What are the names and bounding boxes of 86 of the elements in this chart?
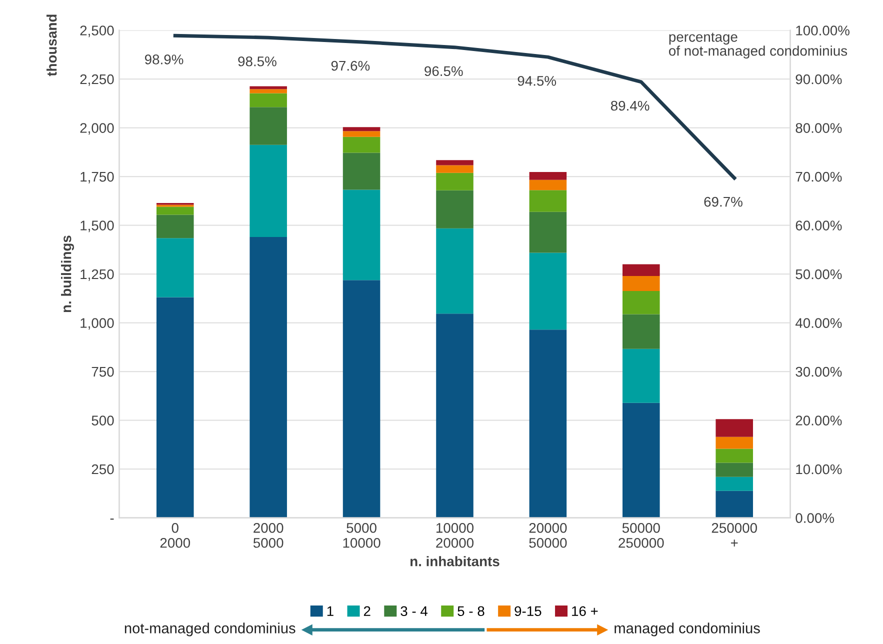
bar xyxy=(622,314,660,349)
x-tick-label: 2000 5000 xyxy=(253,523,284,548)
data-label: 96.5% xyxy=(424,66,463,76)
bar xyxy=(716,419,754,437)
y2-tick-label: 90.00% xyxy=(796,74,842,84)
y-tick-label: 1,750 xyxy=(80,172,114,184)
legend-label: 5 - 8 xyxy=(458,606,484,616)
legend-label: 1 xyxy=(327,606,334,616)
y-tick-label: 250 xyxy=(92,464,114,474)
data-label: 94.5% xyxy=(518,76,556,86)
y2-tick-label: 30.00% xyxy=(796,366,842,377)
y-tick-label: 1,000 xyxy=(80,318,114,330)
bar xyxy=(250,144,287,237)
bar xyxy=(342,136,380,153)
bar xyxy=(622,264,660,276)
x-axis-title: n. inhabitants xyxy=(410,556,500,566)
x-tick-label: 250000 + xyxy=(712,523,757,546)
bar xyxy=(529,330,567,518)
bar xyxy=(342,127,380,132)
bar xyxy=(250,107,287,145)
x-tick-label: 0 2000 xyxy=(160,523,190,548)
bar xyxy=(529,172,567,180)
bar xyxy=(250,89,287,94)
data-label: 89.4% xyxy=(610,100,650,111)
data-label: 69.7% xyxy=(704,196,742,207)
y-tick-label: 750 xyxy=(92,366,114,377)
y2-tick-label: 10.00% xyxy=(796,464,842,474)
bar xyxy=(250,236,287,518)
y2-tick-label: 0.00% xyxy=(796,513,834,523)
bar xyxy=(156,206,194,215)
y-tick-label: 1,500 xyxy=(80,220,114,232)
data-label: 98.5% xyxy=(238,56,276,66)
y-tick-label: 2,000 xyxy=(80,123,114,135)
y-tick-label: 500 xyxy=(92,416,114,426)
bar xyxy=(250,86,287,90)
bar xyxy=(716,490,754,518)
bar xyxy=(716,448,754,463)
y2-tick-label: 50.00% xyxy=(796,269,842,280)
bar xyxy=(436,172,474,190)
bar xyxy=(342,280,380,518)
x-tick-label: 5000 10000 xyxy=(343,523,380,548)
y-tick-label: 2,500 xyxy=(80,26,114,38)
text: not-managed condominius xyxy=(124,622,296,636)
bar xyxy=(622,402,660,518)
bar xyxy=(622,290,660,314)
y2-tick-label: 60.00% xyxy=(796,220,842,230)
bar xyxy=(342,190,380,280)
bar xyxy=(529,180,567,190)
bar xyxy=(342,152,380,190)
y2-tick-label: 40.00% xyxy=(795,318,842,328)
y2-tick-label: 80.00% xyxy=(796,123,842,133)
legend-label: 3 - 4 xyxy=(400,606,428,616)
y-axis-title: n. buildings xyxy=(61,236,74,312)
text: thousand xyxy=(46,14,57,76)
bar xyxy=(436,228,474,314)
bar xyxy=(622,276,660,291)
bar xyxy=(342,131,380,137)
bar xyxy=(156,238,194,298)
data-label: 97.6% xyxy=(331,60,370,71)
bar xyxy=(622,348,660,403)
y-tick-label: 2,250 xyxy=(80,74,114,86)
x-tick-label: 10000 20000 xyxy=(436,523,474,548)
bar xyxy=(529,190,567,212)
bar xyxy=(436,314,474,518)
legend-label: 9-15 xyxy=(514,606,542,616)
bar xyxy=(529,252,567,330)
bar xyxy=(156,214,194,238)
data-label: 98.9% xyxy=(144,54,184,64)
x-tick-label: 20000 50000 xyxy=(529,523,567,548)
bar xyxy=(716,462,754,477)
bar xyxy=(716,436,754,449)
bar xyxy=(250,93,287,108)
bar xyxy=(436,160,474,166)
bar xyxy=(436,165,474,173)
y2-tick-label: 70.00% xyxy=(796,172,842,182)
legend-label: 16 + xyxy=(572,606,598,616)
bar xyxy=(716,476,754,491)
bar xyxy=(529,212,567,253)
y-tick-label: - xyxy=(110,518,114,520)
legend-label: 2 xyxy=(364,606,370,616)
text: managed condominius xyxy=(614,622,760,636)
y2-tick-label: 20.00% xyxy=(796,416,842,426)
y-tick-label: 1,250 xyxy=(80,269,114,281)
x-tick-label: 50000 250000 xyxy=(618,523,664,548)
bar xyxy=(436,190,474,228)
bar xyxy=(156,297,194,518)
